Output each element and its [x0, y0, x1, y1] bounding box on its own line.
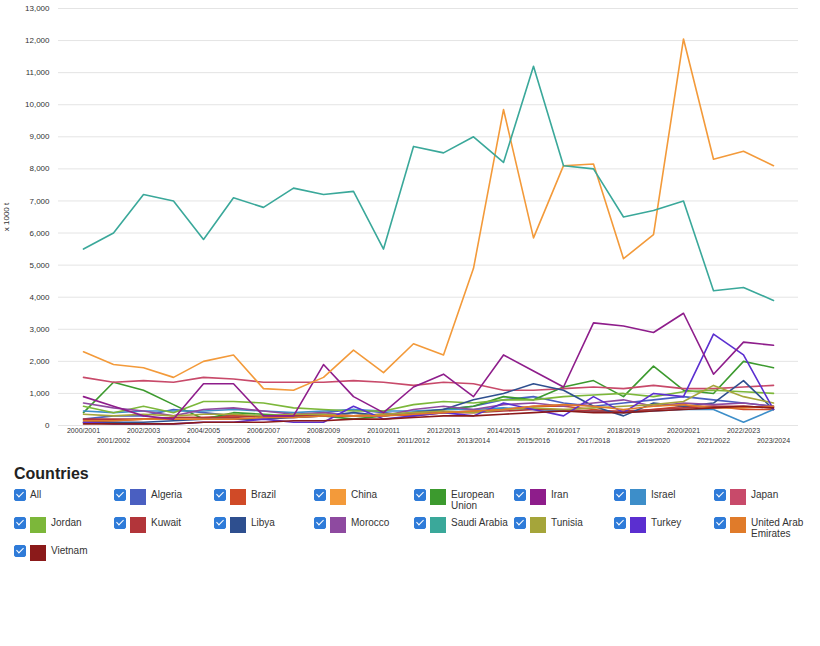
svg-text:2014/2015: 2014/2015	[487, 427, 520, 434]
html-text:Morocco: Morocco	[351, 517, 390, 528]
svg-text:x 1000 t: x 1000 t	[2, 202, 11, 231]
html-text:China: China	[351, 489, 378, 500]
html-text:European Union: European Union	[451, 489, 495, 511]
svg-text:9,000: 9,000	[29, 132, 50, 141]
svg-text:2009/2010: 2009/2010	[337, 437, 370, 444]
html-text:Tunisia: Tunisia	[551, 517, 583, 528]
html-text:Iran: Iran	[551, 489, 569, 500]
svg-text:2023/2024: 2023/2024	[757, 437, 790, 444]
html-text:All: All	[30, 489, 42, 500]
svg-text:8,000: 8,000	[29, 164, 50, 173]
svg-text:2020/2021: 2020/2021	[667, 427, 700, 434]
svg-text:2017/2018: 2017/2018	[577, 437, 610, 444]
html-text:United Arab Emirates: United Arab Emirates	[751, 517, 804, 539]
svg-text:12,000: 12,000	[25, 36, 50, 45]
svg-text:13,000: 13,000	[25, 4, 50, 13]
svg-text:2005/2006: 2005/2006	[217, 437, 250, 444]
svg-text:2003/2004: 2003/2004	[157, 437, 190, 444]
svg-text:3,000: 3,000	[29, 325, 50, 334]
html-text:Algeria: Algeria	[151, 489, 183, 500]
svg-text:2012/2013: 2012/2013	[427, 427, 460, 434]
svg-text:0: 0	[45, 421, 50, 430]
html-text:Jordan: Jordan	[51, 517, 82, 528]
svg-text:2019/2020: 2019/2020	[637, 437, 670, 444]
svg-text:2002/2003: 2002/2003	[127, 427, 160, 434]
svg-text:2021/2022: 2021/2022	[697, 437, 730, 444]
svg-text:6,000: 6,000	[29, 229, 50, 238]
svg-text:2011/2012: 2011/2012	[397, 437, 430, 444]
html-text:Vietnam: Vietnam	[51, 545, 88, 556]
svg-text:2015/2016: 2015/2016	[517, 437, 550, 444]
html-text:Saudi Arabia: Saudi Arabia	[451, 517, 508, 528]
html-text:Japan: Japan	[751, 489, 779, 500]
svg-text:2016/2017: 2016/2017	[547, 427, 580, 434]
html-text:Libya: Libya	[251, 517, 275, 528]
svg-text:2006/2007: 2006/2007	[247, 427, 280, 434]
svg-text:2000/2001: 2000/2001	[67, 427, 100, 434]
svg-text:2,000: 2,000	[29, 357, 50, 366]
svg-text:7,000: 7,000	[29, 197, 50, 206]
svg-text:2004/2005: 2004/2005	[187, 427, 220, 434]
svg-text:11,000: 11,000	[26, 68, 50, 77]
svg-text:5,000: 5,000	[29, 261, 50, 270]
html-text:Brazil: Brazil	[251, 489, 276, 500]
svg-text:10,000: 10,000	[25, 100, 50, 109]
svg-text:1,000: 1,000	[29, 389, 50, 398]
html-text:Turkey: Turkey	[651, 517, 682, 528]
svg-text:2022/2023: 2022/2023	[727, 427, 760, 434]
svg-text:4,000: 4,000	[29, 293, 50, 302]
svg-text:2018/2019: 2018/2019	[607, 427, 640, 434]
svg-text:2010/2011: 2010/2011	[367, 427, 400, 434]
html-text:Countries: Countries	[14, 465, 89, 482]
svg-text:2001/2002: 2001/2002	[97, 437, 130, 444]
svg-text:2007/2008: 2007/2008	[277, 437, 310, 444]
html-text:Kuwait: Kuwait	[151, 517, 181, 528]
svg-text:2013/2014: 2013/2014	[457, 437, 490, 444]
svg-text:2008/2009: 2008/2009	[307, 427, 340, 434]
html-text:Israel: Israel	[651, 489, 676, 500]
